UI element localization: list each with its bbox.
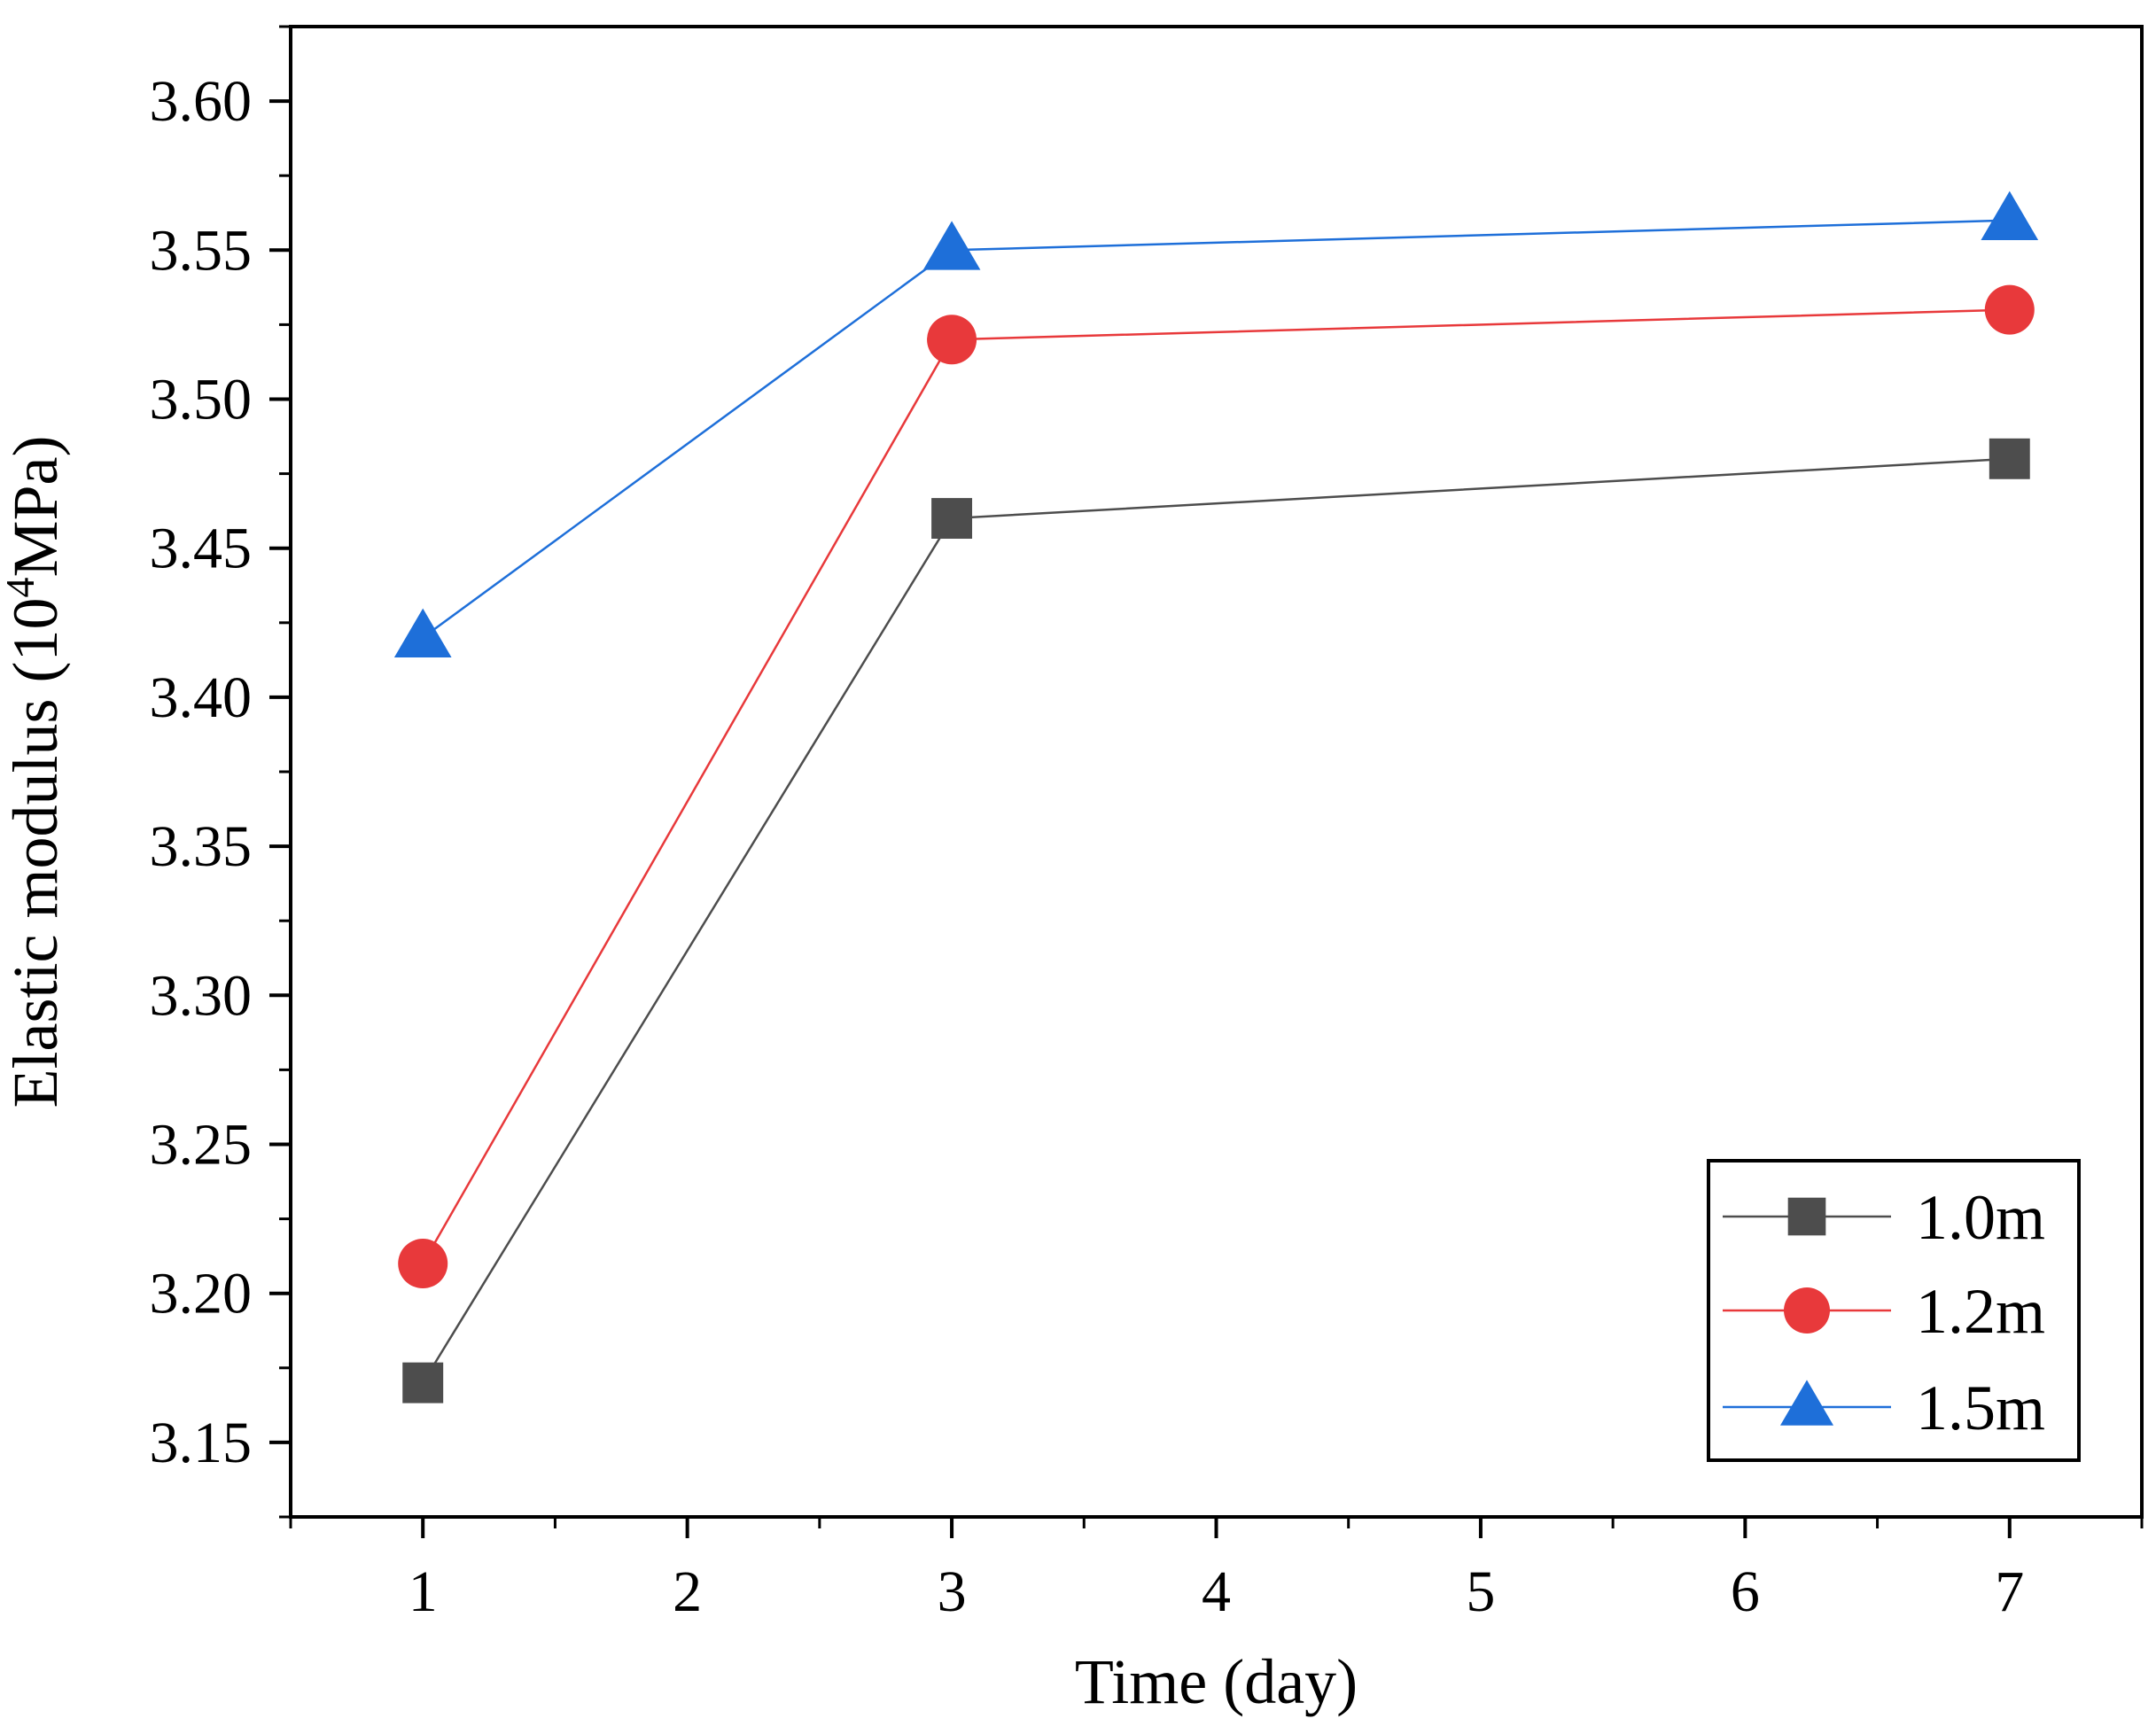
legend-item: 1.0m	[1723, 1182, 2045, 1253]
y-tick-label: 3.50	[150, 368, 253, 432]
x-tick-label: 1	[409, 1559, 438, 1624]
x-tick-label: 2	[673, 1559, 702, 1624]
series-1-0m-point	[1989, 438, 2030, 479]
y-tick-label: 3.45	[150, 517, 253, 581]
y-tick-label: 3.55	[150, 218, 253, 283]
legend-item: 1.2m	[1723, 1276, 2045, 1347]
y-tick-label: 3.15	[150, 1411, 253, 1475]
y-axis-title-suffix: MPa)	[0, 436, 71, 578]
series-1-5m-point	[1981, 191, 2039, 241]
legend-label: 1.5m	[1916, 1372, 2045, 1443]
series-1-5m-point	[922, 221, 981, 270]
legend-marker-triangle	[1779, 1380, 1834, 1426]
y-axis-title-prefix: Elastic modulus (10	[0, 598, 71, 1108]
x-axis-title: Time (day)	[1075, 1646, 1358, 1717]
legend-label: 1.0m	[1916, 1182, 2045, 1253]
legend: 1.0m 1.2m 1.5m	[1707, 1159, 2081, 1462]
series-1-2m-point	[927, 315, 977, 365]
y-axis-title: Elastic modulus (104MPa)	[0, 436, 71, 1108]
legend-items: 1.0m 1.2m 1.5m	[1723, 1182, 2045, 1443]
x-tick-label: 7	[1995, 1559, 2024, 1624]
legend-marker-circle	[1784, 1287, 1830, 1334]
series-1-5m-point	[393, 608, 452, 657]
x-tick-label: 5	[1466, 1559, 1495, 1624]
axis-ticks	[269, 25, 2144, 1538]
series-1-0m-point	[402, 1362, 444, 1404]
x-tick-label: 3	[938, 1559, 967, 1624]
y-axis-title-superscript: 4	[0, 578, 43, 598]
legend-item: 1.5m	[1723, 1372, 2045, 1443]
x-tick-label: 4	[1202, 1559, 1231, 1624]
y-tick-label: 3.35	[150, 814, 253, 879]
y-tick-label: 3.40	[150, 665, 253, 730]
series-1-2m-point	[398, 1239, 448, 1289]
legend-marker-square	[1787, 1197, 1826, 1236]
x-tick-label: 6	[1731, 1559, 1760, 1624]
series-markers	[393, 191, 2039, 1404]
series-1-2m-point	[1984, 284, 2035, 335]
legend-label: 1.2m	[1916, 1276, 2045, 1347]
plot-frame	[289, 25, 2144, 1519]
y-tick-label: 3.30	[150, 963, 253, 1028]
y-tick-label: 3.25	[150, 1113, 253, 1178]
series-1-0m-point	[931, 498, 973, 540]
y-tick-label: 3.60	[150, 69, 253, 134]
tick-labels: 1 2 3 4 5 6 7 3.15 3.20 3.25 3.30 3.35 3.40 3.45 3.50 3…	[150, 69, 2025, 1624]
y-tick-label: 3.20	[150, 1262, 253, 1326]
